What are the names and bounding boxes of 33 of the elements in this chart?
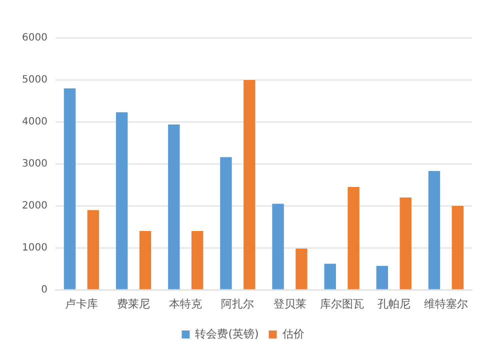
bar xyxy=(191,231,204,290)
y-tick-label: 4000 xyxy=(22,116,48,128)
y-tick-label: 2000 xyxy=(22,200,48,212)
x-tick-label: 阿扎尔 xyxy=(221,297,254,310)
bar xyxy=(116,112,128,290)
bar xyxy=(400,197,412,290)
bar xyxy=(244,80,256,290)
legend-label: 转会费(英镑) xyxy=(195,327,259,340)
x-tick-label: 登贝莱 xyxy=(273,297,306,310)
x-tick-label: 孔帕尼 xyxy=(377,297,410,310)
x-tick-label: 库尔图瓦 xyxy=(320,297,364,310)
bar xyxy=(220,157,232,290)
legend-label: 估价 xyxy=(282,327,304,340)
bar xyxy=(139,231,152,290)
bar xyxy=(168,124,180,290)
bar xyxy=(64,88,76,290)
bar xyxy=(428,171,440,290)
x-tick-label: 维特塞尔 xyxy=(424,297,468,310)
bar xyxy=(87,210,100,290)
bar xyxy=(296,248,308,290)
bar xyxy=(452,206,464,290)
x-tick-label: 卢卡库 xyxy=(64,297,98,310)
y-tick-label: 0 xyxy=(41,284,48,296)
bar xyxy=(324,264,336,290)
y-tick-label: 5000 xyxy=(22,74,48,86)
bar xyxy=(272,204,284,290)
bar xyxy=(348,186,360,290)
y-tick-label: 1000 xyxy=(22,242,48,254)
x-tick-label: 费莱尼 xyxy=(117,297,150,310)
x-tick-label: 本特克 xyxy=(169,297,202,310)
bar xyxy=(376,266,388,290)
y-tick-label: 6000 xyxy=(22,32,48,44)
y-tick-label: 3000 xyxy=(22,158,48,170)
